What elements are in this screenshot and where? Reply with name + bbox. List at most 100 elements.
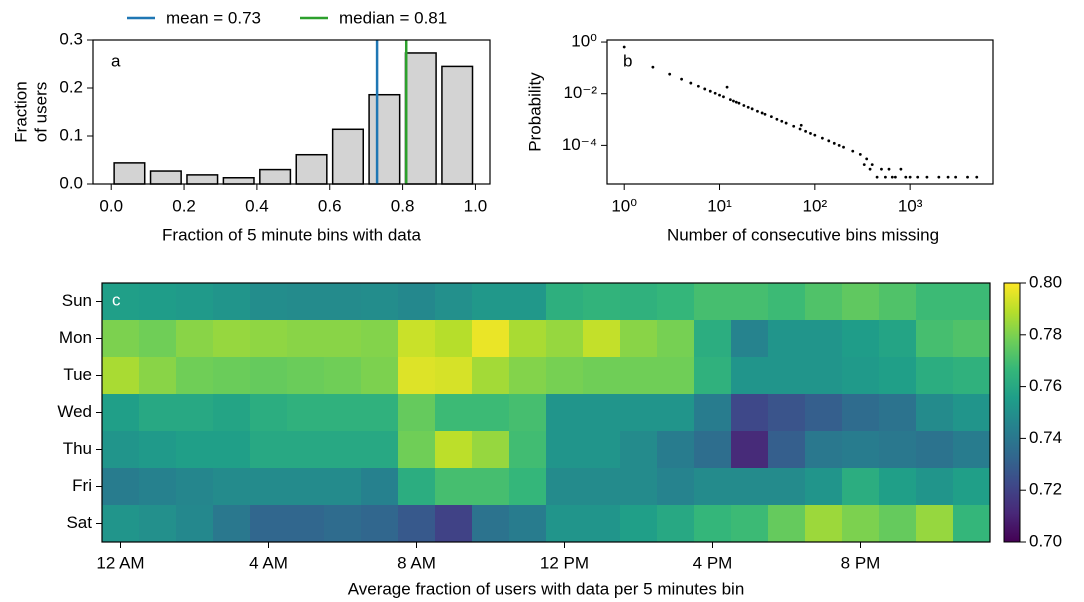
point bbox=[975, 175, 979, 179]
colorbar bbox=[1003, 282, 1021, 543]
point bbox=[875, 175, 879, 179]
colorbar-tick-label: 0.72 bbox=[1029, 480, 1062, 499]
heatmap-cell bbox=[879, 431, 917, 469]
x-tick-label: 8 AM bbox=[397, 553, 436, 572]
heatmap-cell bbox=[583, 431, 621, 469]
heatmap-cell bbox=[287, 431, 325, 469]
heatmap-cell bbox=[546, 283, 584, 321]
x-tick-label: 12 AM bbox=[96, 553, 144, 572]
bar bbox=[149, 170, 182, 185]
heatmap-cell bbox=[213, 468, 251, 506]
heatmap-cell bbox=[324, 505, 362, 543]
point bbox=[813, 133, 817, 137]
y-tick-label: Fri bbox=[72, 476, 92, 495]
heatmap-cell bbox=[805, 394, 843, 432]
heatmap-cell bbox=[657, 394, 695, 432]
heatmap-cell bbox=[694, 468, 732, 506]
heatmap-cell bbox=[213, 283, 251, 321]
heatmap-cell bbox=[324, 320, 362, 358]
heatmap-cell bbox=[583, 320, 621, 358]
heatmap-cell bbox=[953, 394, 991, 432]
heatmap-cell bbox=[213, 505, 251, 543]
heatmap-cell bbox=[139, 505, 177, 543]
point bbox=[775, 117, 779, 121]
heatmap-cell bbox=[287, 283, 325, 321]
heatmap-cell bbox=[472, 505, 510, 543]
heatmap-cell bbox=[361, 505, 399, 543]
point bbox=[760, 111, 764, 115]
x-tick-label: 10⁰ bbox=[611, 196, 637, 215]
heatmap-cell bbox=[768, 394, 806, 432]
heatmap-cell bbox=[805, 505, 843, 543]
point bbox=[908, 175, 912, 179]
x-tick-label: 4 AM bbox=[249, 553, 288, 572]
heatmap-cell bbox=[324, 468, 362, 506]
point bbox=[780, 119, 784, 123]
heatmap-cell bbox=[324, 431, 362, 469]
y-tick-label: Sat bbox=[66, 513, 92, 532]
panel-label: a bbox=[111, 51, 121, 70]
heatmap-cell bbox=[176, 357, 214, 395]
heatmap-cell bbox=[361, 283, 399, 321]
bar bbox=[259, 168, 292, 185]
heatmap-cell bbox=[139, 283, 177, 321]
heatmap-cell bbox=[472, 431, 510, 469]
heatmap-cell bbox=[953, 505, 991, 543]
heatmap-cell bbox=[768, 357, 806, 395]
heatmap-cell bbox=[250, 394, 288, 432]
point bbox=[870, 163, 874, 167]
legend-label: mean = 0.73 bbox=[166, 8, 261, 27]
x-tick-label: 10² bbox=[803, 196, 828, 215]
heatmap-cell bbox=[916, 320, 954, 358]
point bbox=[722, 95, 725, 99]
heatmap-cell bbox=[287, 468, 325, 506]
heatmap-cell bbox=[620, 505, 658, 543]
heatmap-cell bbox=[842, 357, 880, 395]
heatmap-cell bbox=[657, 505, 695, 543]
bar bbox=[222, 177, 255, 185]
point bbox=[832, 141, 836, 145]
point bbox=[680, 77, 683, 81]
point bbox=[904, 175, 908, 179]
point bbox=[862, 163, 866, 167]
heatmap-cell bbox=[398, 394, 436, 432]
heatmap-cell bbox=[509, 357, 547, 395]
point bbox=[763, 112, 767, 116]
y-tick-label: 0.0 bbox=[59, 173, 83, 192]
heatmap-cell bbox=[842, 505, 880, 543]
heatmap-cell bbox=[435, 394, 473, 432]
point bbox=[713, 91, 717, 95]
point bbox=[792, 124, 796, 128]
heatmap-cell bbox=[398, 468, 436, 506]
heatmap-cell bbox=[805, 357, 843, 395]
heatmap-cell bbox=[731, 505, 769, 543]
heatmap-cell bbox=[398, 320, 436, 358]
heatmap-cell bbox=[768, 283, 806, 321]
heatmap-cell bbox=[694, 394, 732, 432]
heatmap-cell bbox=[694, 505, 732, 543]
bar bbox=[368, 93, 401, 185]
heatmap-cell bbox=[842, 431, 880, 469]
bar bbox=[295, 153, 328, 185]
heatmap-cell bbox=[509, 468, 547, 506]
heatmap-cell bbox=[509, 431, 547, 469]
point bbox=[798, 127, 802, 131]
y-tick-label: Tue bbox=[63, 365, 92, 384]
heatmap-cell bbox=[583, 394, 621, 432]
heatmap-cell bbox=[361, 468, 399, 506]
heatmap-cell bbox=[361, 394, 399, 432]
x-tick-label: 0.0 bbox=[99, 196, 123, 215]
y-axis-label: of users bbox=[31, 82, 50, 142]
heatmap-cell bbox=[805, 320, 843, 358]
point bbox=[750, 107, 754, 111]
heatmap-cell bbox=[879, 468, 917, 506]
point bbox=[890, 175, 894, 179]
heatmap-cell bbox=[102, 468, 140, 506]
point bbox=[925, 175, 929, 179]
heatmap-cell bbox=[731, 283, 769, 321]
heatmap-cell bbox=[768, 320, 806, 358]
heatmap-cell bbox=[139, 431, 177, 469]
x-tick-label: 0.2 bbox=[172, 196, 196, 215]
y-tick-label: Mon bbox=[59, 328, 92, 347]
heatmap-cell bbox=[694, 283, 732, 321]
